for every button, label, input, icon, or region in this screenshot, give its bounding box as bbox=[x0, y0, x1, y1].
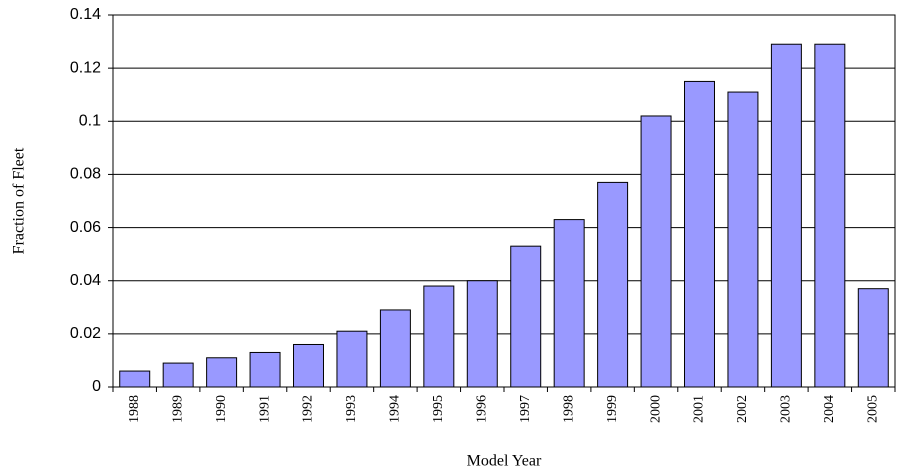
bar bbox=[206, 357, 238, 388]
x-tick-label: 1997 bbox=[518, 395, 533, 423]
y-tick-label: 0.04 bbox=[70, 272, 101, 289]
y-tick-label: 0.14 bbox=[70, 6, 101, 23]
bar bbox=[727, 91, 759, 388]
x-tick-label: 1991 bbox=[257, 395, 272, 423]
x-tick-label: 1992 bbox=[301, 395, 316, 423]
x-tick-label: 1999 bbox=[605, 395, 620, 423]
bar bbox=[857, 288, 889, 388]
bar bbox=[423, 285, 455, 388]
bar bbox=[770, 43, 802, 388]
bar bbox=[510, 245, 542, 388]
bar bbox=[640, 115, 672, 388]
bar bbox=[162, 362, 194, 388]
bar bbox=[119, 370, 151, 388]
bar bbox=[814, 43, 846, 388]
y-tick-label: 0.02 bbox=[70, 325, 101, 342]
x-tick-label: 2002 bbox=[735, 395, 750, 423]
x-tick-label: 1989 bbox=[170, 395, 185, 423]
x-axis-title: Model Year bbox=[467, 453, 542, 470]
x-tick-label: 1988 bbox=[127, 395, 142, 423]
y-tick-label: 0.1 bbox=[79, 113, 101, 130]
x-tick-label: 2005 bbox=[865, 395, 880, 423]
bar bbox=[684, 80, 715, 388]
y-tick-label: 0.12 bbox=[70, 59, 101, 76]
x-tick-label: 1990 bbox=[214, 395, 229, 423]
bar bbox=[249, 351, 281, 388]
x-tick-label: 1994 bbox=[388, 395, 403, 423]
bar bbox=[553, 219, 585, 388]
y-axis-title: Fraction of Fleet bbox=[11, 147, 28, 254]
bar bbox=[597, 181, 629, 388]
y-tick-label: 0.06 bbox=[70, 219, 101, 236]
x-tick-label: 1996 bbox=[474, 395, 489, 423]
y-tick-label: 0 bbox=[92, 378, 101, 395]
y-tick-label: 0.08 bbox=[70, 166, 101, 183]
bar bbox=[293, 343, 324, 388]
x-tick-label: 1995 bbox=[431, 395, 446, 423]
x-tick-label: 2001 bbox=[692, 395, 707, 423]
bar bbox=[336, 330, 368, 388]
x-tick-label: 2000 bbox=[648, 395, 663, 423]
x-tick-label: 2004 bbox=[822, 395, 837, 423]
x-tick-label: 2003 bbox=[779, 395, 794, 423]
x-tick-label: 1998 bbox=[561, 395, 576, 423]
bar bbox=[466, 280, 498, 388]
x-tick-label: 1993 bbox=[344, 395, 359, 423]
bar bbox=[379, 309, 411, 388]
